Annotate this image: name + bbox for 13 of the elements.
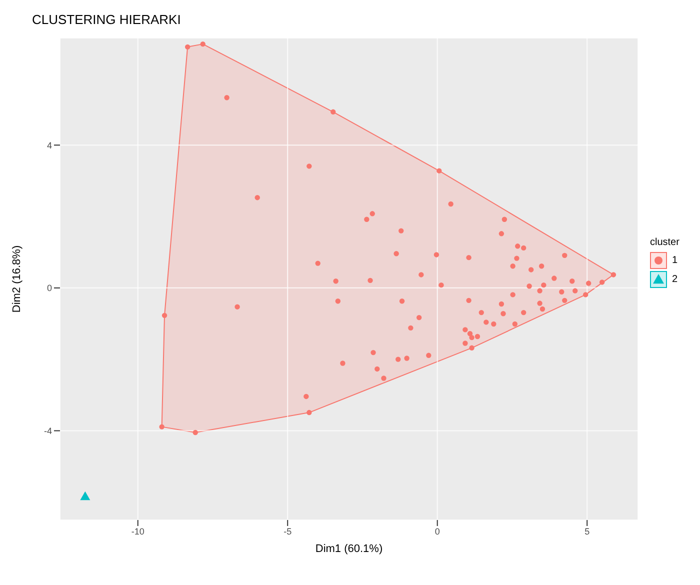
x-axis-title: Dim1 (60.1%) bbox=[315, 543, 383, 555]
y-tick-label: 0 bbox=[46, 283, 52, 294]
x-tick-label: 0 bbox=[434, 526, 440, 536]
legend-label: 2 bbox=[672, 274, 678, 285]
legend-label: 1 bbox=[672, 255, 678, 266]
chart-title: CLUSTERING HIERARKI bbox=[32, 12, 181, 27]
y-tick-label: -4 bbox=[44, 426, 52, 436]
x-tick-label: -10 bbox=[131, 526, 144, 536]
legend-title: cluster bbox=[650, 237, 680, 248]
x-tick-label: 5 bbox=[584, 526, 590, 536]
y-tick-label: 4 bbox=[46, 140, 52, 150]
y-axis-title: Dim2 (16.8%) bbox=[10, 245, 23, 313]
x-tick-label: -5 bbox=[284, 526, 292, 536]
